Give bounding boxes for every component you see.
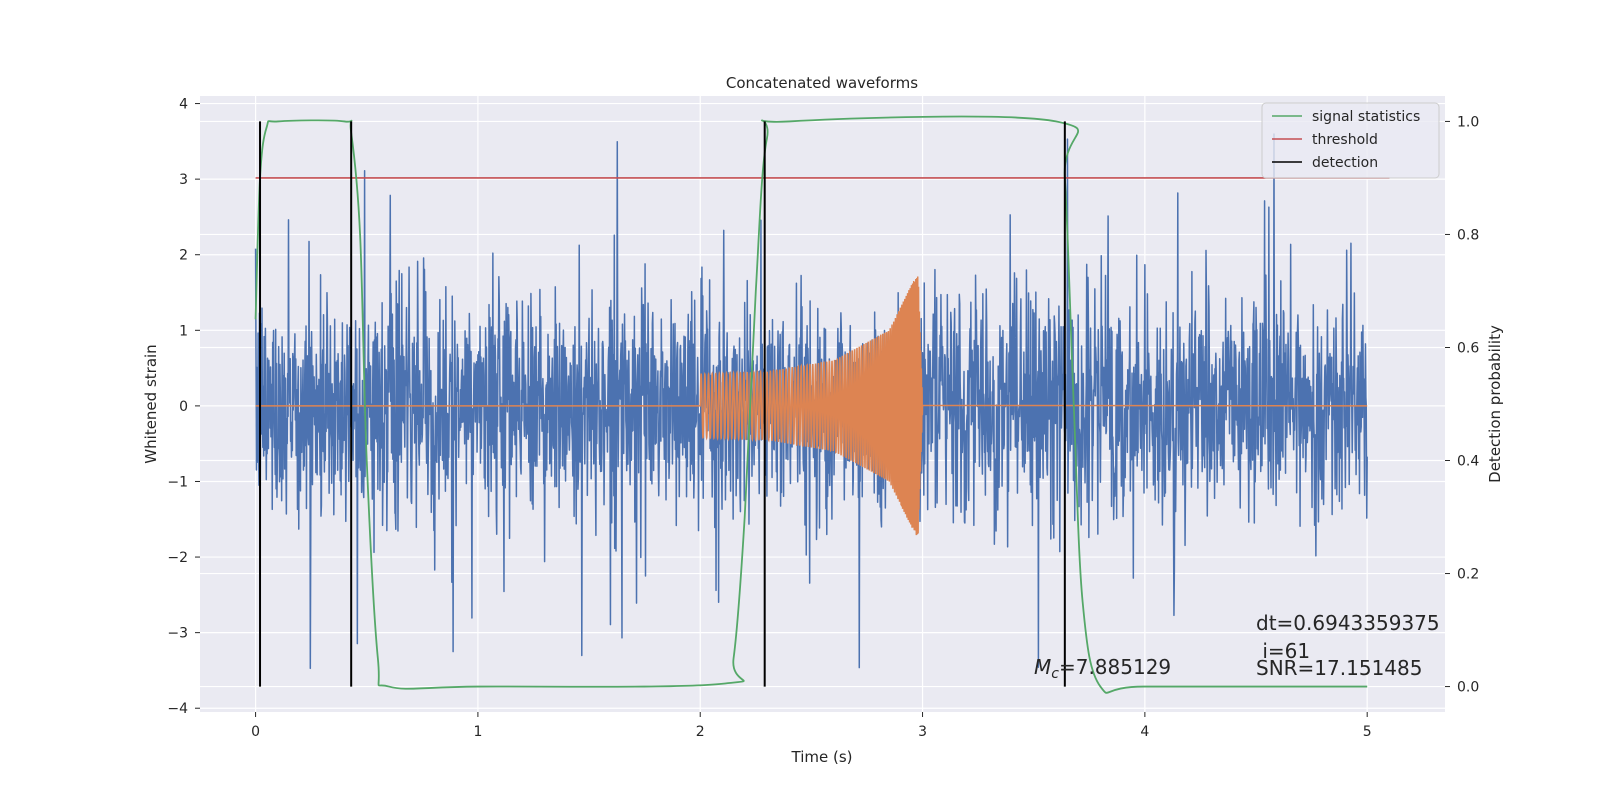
chirp-series	[255, 276, 1368, 536]
y-tick-label: 3	[179, 172, 188, 188]
x-tick-label: 5	[1363, 724, 1372, 740]
y-axis-label: Whitened strain	[142, 344, 160, 463]
legend-label-statistics: signal statistics	[1312, 109, 1420, 125]
legend: signal statistics threshold detection	[1261, 102, 1440, 179]
annotation-dt: dt=0.6943359375	[1256, 611, 1440, 635]
y-right-tick-label: 0.2	[1457, 567, 1479, 583]
y-tick-label: 2	[179, 248, 188, 264]
y-right-tick-label: 0.0	[1457, 680, 1479, 696]
annotation-i: i=61	[1256, 639, 1310, 663]
y-tick-label: 1	[179, 323, 188, 339]
overlay-layer	[254, 115, 1390, 694]
y-tick-label: 4	[179, 97, 188, 113]
annotation-mc-subscript: c	[1051, 666, 1059, 682]
y-right-tick-label: 1.0	[1457, 114, 1479, 130]
y-tick-label: −4	[167, 701, 188, 717]
y-tick-label: −2	[167, 550, 188, 566]
legend-label-detection: detection	[1312, 155, 1378, 171]
x-tick-label: 3	[918, 724, 927, 740]
x-tick-label: 2	[696, 724, 705, 740]
chart-title: Concatenated waveforms	[726, 74, 918, 92]
y-axis-right-label: Detection probability	[1486, 325, 1504, 483]
chirp-line	[255, 276, 1368, 536]
y-tick-label: 0	[179, 399, 188, 415]
annotation-mc-value: =7.885129	[1059, 655, 1171, 679]
legend-box	[1261, 102, 1440, 179]
x-tick-label: 0	[251, 724, 260, 740]
y-right-tick-label: 0.8	[1457, 227, 1479, 243]
y-tick-label: −1	[167, 474, 188, 490]
y-right-tick-label: 0.4	[1457, 454, 1479, 470]
annotation-snr: SNR=17.151485	[1256, 656, 1422, 680]
annotation-mc-symbol: M	[1034, 655, 1051, 679]
y-tick-label: −3	[167, 626, 188, 642]
annotation-mc: Mc=7.885129	[1034, 655, 1171, 682]
ticks: 0 1 2 3 4 5 −4 −3 −2 −1 0 1 2 3 4 0.0 0.2 0.4 0.6 0.8 1.0	[167, 97, 1479, 740]
x-tick-label: 4	[1140, 724, 1149, 740]
y-right-tick-label: 0.6	[1457, 340, 1479, 356]
legend-label-threshold: threshold	[1312, 132, 1378, 148]
x-axis-label: Time (s)	[791, 748, 853, 766]
x-tick-label: 1	[473, 724, 482, 740]
